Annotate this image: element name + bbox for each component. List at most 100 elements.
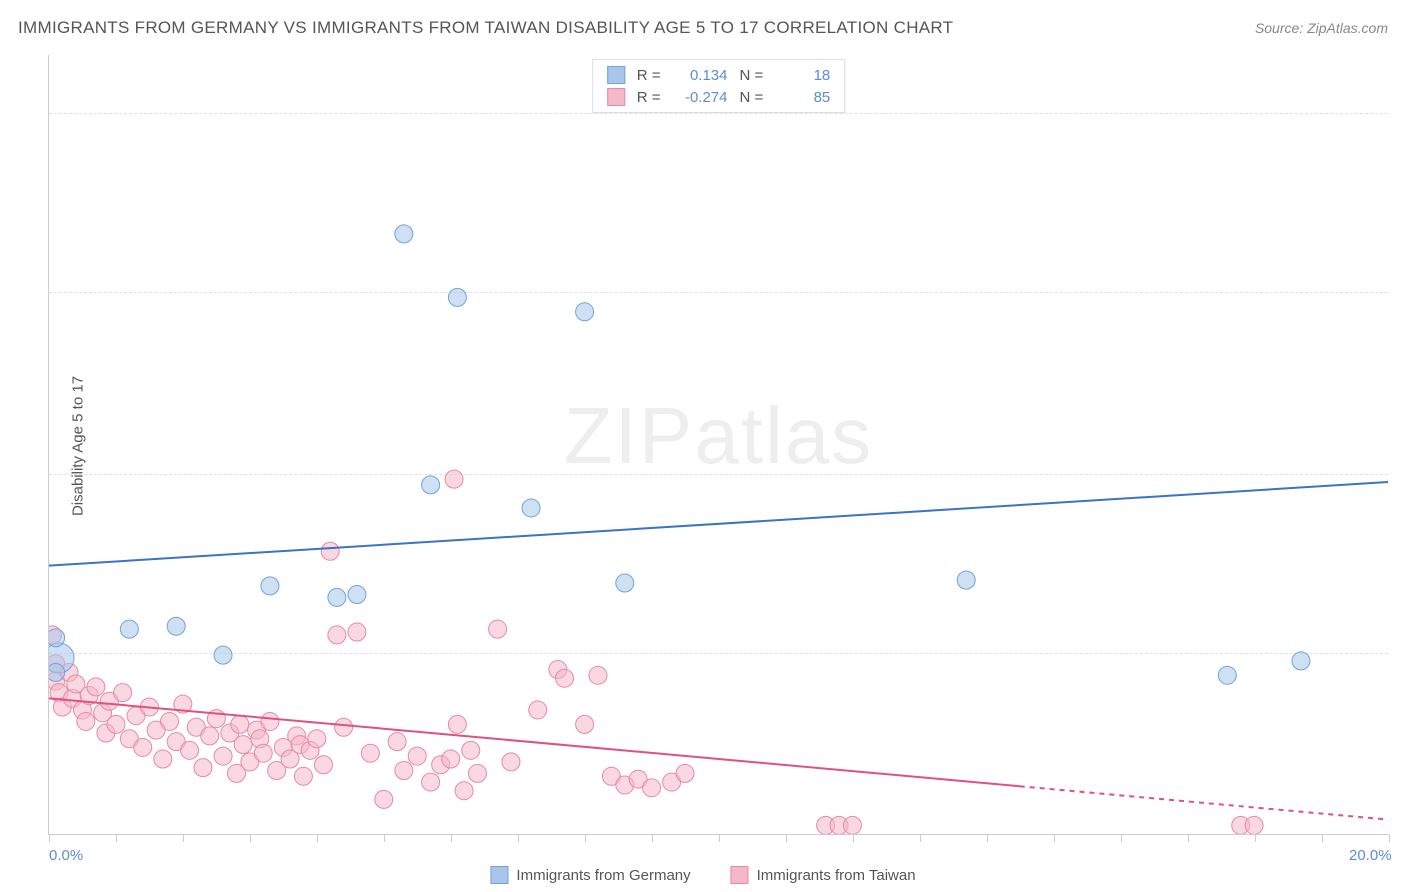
- legend-label-taiwan: Immigrants from Taiwan: [757, 867, 916, 884]
- x-tick: [1188, 834, 1189, 842]
- data-point: [395, 225, 413, 243]
- scatter-svg: [49, 55, 1388, 834]
- data-point: [676, 764, 694, 782]
- n-value-germany: 18: [775, 67, 830, 84]
- data-point: [375, 790, 393, 808]
- data-point: [442, 750, 460, 768]
- data-point: [448, 288, 466, 306]
- data-point: [114, 684, 132, 702]
- data-point: [361, 744, 379, 762]
- data-point: [1218, 666, 1236, 684]
- data-point: [234, 736, 252, 754]
- x-tick: [183, 834, 184, 842]
- x-axis-label: 20.0%: [1349, 847, 1392, 864]
- data-point: [107, 715, 125, 733]
- data-point: [261, 577, 279, 595]
- data-point: [643, 779, 661, 797]
- data-point: [422, 476, 440, 494]
- data-point: [231, 715, 249, 733]
- data-point: [502, 753, 520, 771]
- data-point: [589, 666, 607, 684]
- data-point: [455, 782, 473, 800]
- trend-line: [49, 482, 1388, 566]
- data-point: [214, 747, 232, 765]
- data-point: [294, 767, 312, 785]
- data-point: [181, 741, 199, 759]
- data-point: [120, 620, 138, 638]
- data-point: [154, 750, 172, 768]
- x-axis-label: 0.0%: [49, 847, 83, 864]
- data-point: [134, 738, 152, 756]
- data-point: [576, 715, 594, 733]
- data-point: [201, 727, 219, 745]
- data-point: [49, 663, 65, 681]
- r-label: R =: [637, 89, 661, 106]
- legend-swatch-taiwan: [731, 866, 749, 884]
- chart-source: Source: ZipAtlas.com: [1255, 20, 1388, 36]
- data-point: [315, 756, 333, 774]
- legend-swatch-germany: [490, 866, 508, 884]
- data-point: [556, 669, 574, 687]
- data-point: [408, 747, 426, 765]
- x-tick: [317, 834, 318, 842]
- data-point: [388, 733, 406, 751]
- x-tick: [853, 834, 854, 842]
- data-point: [161, 712, 179, 730]
- x-tick: [719, 834, 720, 842]
- data-point: [1245, 816, 1263, 834]
- x-tick: [384, 834, 385, 842]
- legend-swatch-germany: [607, 66, 625, 84]
- data-point: [308, 730, 326, 748]
- data-point: [87, 678, 105, 696]
- x-tick: [1322, 834, 1323, 842]
- data-point: [468, 764, 486, 782]
- data-point: [335, 718, 353, 736]
- data-point: [445, 470, 463, 488]
- x-tick: [250, 834, 251, 842]
- x-tick: [49, 834, 50, 842]
- x-tick: [652, 834, 653, 842]
- legend-stats-row-germany: R = 0.134 N = 18: [607, 64, 831, 86]
- data-point: [328, 588, 346, 606]
- r-value-germany: 0.134: [673, 67, 728, 84]
- data-point: [448, 715, 466, 733]
- data-point: [254, 744, 272, 762]
- data-point: [214, 646, 232, 664]
- n-label: N =: [740, 67, 764, 84]
- chart-plot-area: ZIPatlas R = 0.134 N = 18 R = -0.274 N =…: [48, 55, 1388, 835]
- x-tick: [987, 834, 988, 842]
- data-point: [348, 623, 366, 641]
- data-point: [522, 499, 540, 517]
- x-tick: [786, 834, 787, 842]
- n-value-taiwan: 85: [775, 89, 830, 106]
- x-tick: [1121, 834, 1122, 842]
- legend-item-taiwan: Immigrants from Taiwan: [731, 866, 916, 884]
- x-tick: [585, 834, 586, 842]
- data-point: [321, 542, 339, 560]
- data-point: [395, 762, 413, 780]
- data-point: [194, 759, 212, 777]
- data-point: [489, 620, 507, 638]
- x-tick: [1389, 834, 1390, 842]
- x-tick: [1054, 834, 1055, 842]
- x-tick: [920, 834, 921, 842]
- data-point: [422, 773, 440, 791]
- legend-stats-box: R = 0.134 N = 18 R = -0.274 N = 85: [592, 59, 846, 113]
- trend-line-dashed: [1020, 786, 1388, 819]
- data-point: [529, 701, 547, 719]
- data-point: [167, 617, 185, 635]
- legend-stats-row-taiwan: R = -0.274 N = 85: [607, 86, 831, 108]
- data-point: [576, 303, 594, 321]
- legend-swatch-taiwan: [607, 88, 625, 106]
- data-point: [328, 626, 346, 644]
- data-point: [261, 712, 279, 730]
- legend-label-germany: Immigrants from Germany: [516, 867, 690, 884]
- data-point: [843, 816, 861, 834]
- legend-bottom: Immigrants from Germany Immigrants from …: [490, 866, 915, 884]
- data-point: [616, 574, 634, 592]
- r-value-taiwan: -0.274: [673, 89, 728, 106]
- data-point: [1292, 652, 1310, 670]
- x-tick: [518, 834, 519, 842]
- x-tick: [1255, 834, 1256, 842]
- chart-title: IMMIGRANTS FROM GERMANY VS IMMIGRANTS FR…: [18, 18, 953, 38]
